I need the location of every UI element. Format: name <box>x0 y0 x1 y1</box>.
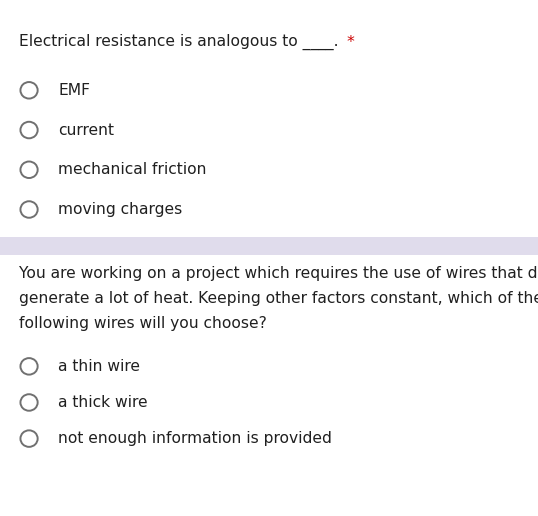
Text: following wires will you choose?: following wires will you choose? <box>19 315 267 331</box>
Text: *: * <box>346 35 355 50</box>
Text: current: current <box>58 122 114 138</box>
Text: You are working on a project which requires the use of wires that do not: You are working on a project which requi… <box>19 266 538 281</box>
Text: moving charges: moving charges <box>58 202 182 217</box>
Text: a thick wire: a thick wire <box>58 395 148 410</box>
Text: a thin wire: a thin wire <box>58 359 140 374</box>
Text: Electrical resistance is analogous to ____.: Electrical resistance is analogous to __… <box>19 34 344 51</box>
Text: not enough information is provided: not enough information is provided <box>58 431 332 446</box>
Text: mechanical friction: mechanical friction <box>58 162 207 178</box>
Text: generate a lot of heat. Keeping other factors constant, which of the: generate a lot of heat. Keeping other fa… <box>19 291 538 306</box>
Text: EMF: EMF <box>58 83 90 98</box>
Bar <box>0 237 538 255</box>
